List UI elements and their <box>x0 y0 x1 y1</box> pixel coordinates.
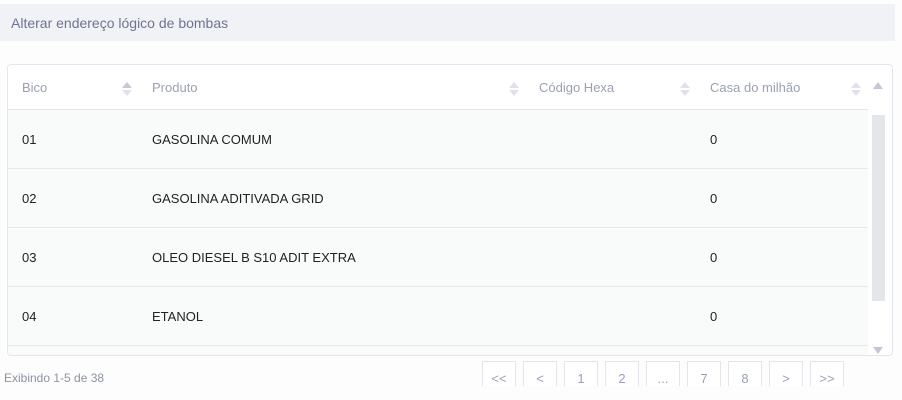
table-header: Bico Produto Código Hexa Casa do milhão <box>8 65 868 110</box>
pagination: << < 1 2 ... 7 8 > >> <box>482 361 844 391</box>
page-header: Alterar endereço lógico de bombas <box>0 4 895 41</box>
cell-bico: 03 <box>22 250 37 265</box>
sort-icon[interactable] <box>680 82 690 96</box>
scroll-down-arrow-icon[interactable] <box>873 347 883 354</box>
pumps-table: Bico Produto Código Hexa Casa do milhão … <box>7 64 893 356</box>
cell-produto: ETANOL <box>152 309 204 324</box>
cell-casa-milhao: 0 <box>710 132 718 147</box>
cell-casa-milhao: 0 <box>710 309 718 324</box>
cell-bico: 04 <box>22 309 37 324</box>
table-row[interactable] <box>8 346 868 355</box>
sort-icon[interactable] <box>122 82 132 96</box>
table-row[interactable]: 01 GASOLINA COMUM 0 <box>8 110 868 169</box>
column-header-bico[interactable]: Bico <box>22 80 48 95</box>
scrollbar-thumb[interactable] <box>872 115 885 301</box>
column-header-codigo-hexa[interactable]: Código Hexa <box>539 80 615 95</box>
table-row[interactable]: 03 OLEO DIESEL B S10 ADIT EXTRA 0 <box>8 228 868 287</box>
pagination-status: Exibindo 1-5 de 38 <box>4 371 105 385</box>
vertical-scrollbar[interactable] <box>868 65 888 355</box>
sort-icon[interactable] <box>509 82 519 96</box>
sort-icon[interactable] <box>851 82 861 96</box>
cell-casa-milhao: 0 <box>710 191 718 206</box>
scroll-up-arrow-icon[interactable] <box>873 82 883 89</box>
cell-bico: 02 <box>22 191 37 206</box>
cell-produto: GASOLINA ADITIVADA GRID <box>152 191 324 206</box>
cell-produto: GASOLINA COMUM <box>152 132 272 147</box>
cell-bico: 01 <box>22 132 37 147</box>
cell-casa-milhao: 0 <box>710 250 718 265</box>
cell-produto: OLEO DIESEL B S10 ADIT EXTRA <box>152 250 356 265</box>
column-header-casa-milhao[interactable]: Casa do milhão <box>710 80 801 95</box>
page-title: Alterar endereço lógico de bombas <box>11 15 229 31</box>
table-row[interactable]: 02 GASOLINA ADITIVADA GRID 0 <box>8 169 868 228</box>
table-row[interactable]: 04 ETANOL 0 <box>8 287 868 346</box>
column-header-produto[interactable]: Produto <box>152 80 198 95</box>
page-bottom <box>0 386 902 400</box>
